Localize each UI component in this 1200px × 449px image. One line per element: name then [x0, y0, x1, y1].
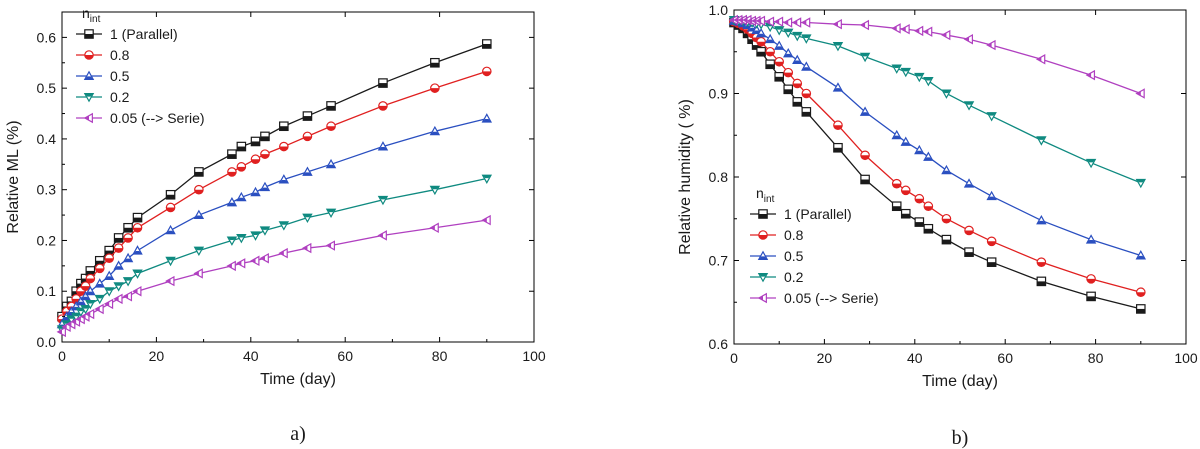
x-tick-label: 20	[149, 348, 165, 364]
y-axis-title: Relative ML (%)	[5, 120, 22, 233]
y-tick-label: 0.6	[709, 336, 729, 352]
x-tick-label: 100	[522, 348, 546, 364]
legend-label: 0.5	[784, 248, 804, 264]
legend-label: 1 (Parallel)	[784, 206, 852, 222]
series-line	[61, 177, 487, 330]
x-tick-label: 60	[337, 348, 353, 364]
legend-entry: 0.5	[76, 68, 130, 84]
x-tick-label: 80	[1088, 350, 1104, 366]
legend-label: 0.8	[784, 227, 804, 243]
x-tick-label: 40	[243, 348, 259, 364]
x-tick-label: 60	[997, 350, 1013, 366]
legend-entry: 0.5	[750, 248, 804, 264]
legend-label: 0.5	[110, 68, 130, 84]
legend: nint 1 (Parallel) 0.8 0.5 0.2 0.05 (--> Seri…	[750, 185, 879, 306]
legend: nint 1 (Parallel) 0.8 0.5 0.2 0.05 (--> Seri…	[76, 5, 205, 126]
y-axis-title: Relative humidity ( %)	[677, 99, 694, 255]
y-tick-label: 0.2	[37, 232, 57, 248]
panel-label: a)	[290, 423, 306, 445]
chart-panel-b: 0 20 40 60 80 100 0.6 0.7 0.8 0.9 1.0 Time (day) R…	[677, 2, 1198, 449]
legend-label: 0.05 (--> Serie)	[110, 110, 205, 126]
panel-label: b)	[952, 427, 969, 449]
x-axis-title: Time (day)	[260, 371, 336, 388]
legend-label: 0.2	[110, 89, 130, 105]
x-tick-label: 0	[58, 348, 66, 364]
y-tick-label: 0.6	[37, 29, 57, 45]
series-2	[56, 113, 493, 329]
series-4	[56, 214, 491, 338]
series-line	[61, 43, 488, 317]
y-tick-label: 0.8	[709, 169, 729, 185]
legend-label: 1 (Parallel)	[110, 26, 178, 42]
chart-panel-a: 0 20 40 60 80 100 0.0 0.1 0.2 0.3 0.4 0.5 0.6 Time (…	[5, 5, 546, 445]
x-tick-label: 80	[432, 348, 448, 364]
legend-label: 0.05 (--> Serie)	[784, 290, 879, 306]
series-2	[728, 15, 1147, 260]
series-line	[61, 117, 487, 325]
plot-frame	[61, 11, 535, 343]
legend-entry: 0.05 (--> Serie)	[750, 290, 879, 306]
series-1	[57, 66, 492, 324]
y-tick-label: 0.4	[37, 131, 57, 147]
legend-label: 0.8	[110, 47, 130, 63]
x-tick-label: 20	[817, 350, 833, 366]
legend-entry: 0.8	[76, 47, 130, 63]
legend-title: nint	[82, 5, 101, 25]
x-tick-label: 100	[1174, 350, 1198, 366]
series-line	[733, 21, 1141, 310]
y-tick-label: 1.0	[709, 2, 729, 18]
x-axis-title: Time (day)	[922, 373, 998, 390]
y-tick-label: 0.7	[709, 253, 729, 269]
y-tick-label: 0.1	[37, 283, 57, 299]
legend-title: nint	[756, 185, 775, 205]
legend-entry: 1 (Parallel)	[76, 26, 178, 42]
x-tick-label: 40	[907, 350, 923, 366]
y-tick-label: 0.9	[709, 86, 729, 102]
y-tick-label: 0.3	[37, 182, 57, 198]
series-3	[56, 174, 493, 335]
legend-entry: 0.05 (--> Serie)	[76, 110, 205, 126]
series-4	[728, 14, 1145, 99]
legend-label: 0.2	[784, 269, 804, 285]
x-tick-label: 0	[730, 350, 738, 366]
series-3	[728, 16, 1147, 189]
legend-entry: 1 (Parallel)	[750, 206, 852, 222]
y-tick-label: 0.0	[37, 334, 57, 350]
y-tick-label: 0.5	[37, 80, 57, 96]
legend-entry: 0.8	[750, 227, 804, 243]
legend-entry: 0.2	[750, 269, 804, 285]
legend-entry: 0.2	[76, 89, 130, 105]
